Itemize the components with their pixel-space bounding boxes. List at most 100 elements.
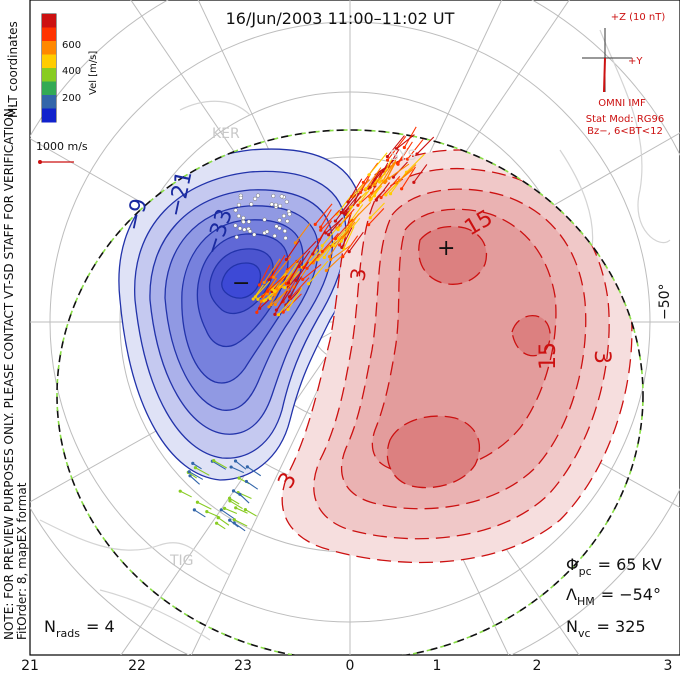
velocity-vector	[258, 264, 271, 286]
velocity-vector	[369, 171, 382, 188]
velocity-vector-origin	[248, 229, 253, 234]
velocity-vector-origin	[241, 219, 246, 224]
velocity-vector	[288, 272, 301, 288]
velocity-vector	[314, 203, 333, 225]
velocity-vector	[229, 497, 240, 505]
velocity-vector	[229, 500, 243, 510]
chart-title: 16/Jun/2003 11:00–11:02 UT	[226, 9, 455, 28]
velocity-vector-origin	[385, 154, 389, 159]
velocity-vector	[323, 240, 336, 258]
velocity-vector-origin	[316, 258, 320, 262]
velocity-vector-origin	[205, 510, 209, 514]
velocity-vector-origin	[271, 193, 276, 198]
velocity-vector	[295, 261, 309, 281]
velocity-vector	[233, 522, 246, 532]
velocity-vector	[194, 509, 206, 518]
velocity-vector-origin	[233, 459, 238, 463]
velocity-vector-origin	[267, 305, 271, 309]
velocity-vector-origin	[327, 255, 332, 259]
velocity-vector-origin	[379, 195, 383, 200]
velocity-vector-origin	[356, 203, 360, 207]
coastlines	[39, 29, 671, 641]
velocity-vector	[285, 287, 302, 306]
velocity-vector-origin	[287, 212, 292, 217]
velocity-vector	[369, 202, 385, 219]
velocity-vector	[388, 148, 400, 167]
velocity-vector	[281, 262, 299, 287]
mlt-tick: 21	[21, 658, 39, 674]
phi-pc-stat: Φpc = 65 kV	[566, 555, 662, 578]
velocity-vector	[233, 490, 243, 497]
velocity-vector-origin	[251, 297, 255, 301]
velocity-vector-origin	[368, 216, 372, 220]
velocity-vector-origin	[305, 266, 309, 270]
velocity-vector	[396, 134, 415, 150]
radar-label: SYS	[390, 148, 416, 164]
velocity-vector-origin	[267, 278, 271, 282]
velocity-vector-origin	[272, 233, 277, 238]
velocity-vector-origin	[265, 229, 270, 234]
velocity-vector	[192, 462, 202, 470]
velocity-vector-origin	[275, 287, 279, 291]
velocity-vector-origin	[394, 147, 399, 151]
velocity-vector	[287, 287, 303, 310]
velocity-vector	[369, 176, 389, 198]
velocity-vector	[386, 135, 405, 157]
velocity-vector-origin	[368, 185, 372, 189]
velocity-vector	[216, 522, 226, 530]
velocity-vector-origin	[333, 219, 337, 223]
mlt-tick: 3	[664, 658, 673, 674]
velocity-vector-origin	[283, 286, 287, 290]
colorbar: 600 400 200 Vel [m/s]	[41, 13, 99, 123]
velocity-vector-origin	[256, 297, 260, 301]
velocity-vector-origin	[273, 302, 277, 307]
n-vc-stat: Nvc = 325	[566, 617, 646, 640]
velocity-vector-origin	[244, 479, 248, 484]
colorbar-tick: 600	[62, 40, 81, 51]
pos-contour-7	[386, 415, 481, 489]
velocity-vector	[379, 158, 393, 183]
velocity-vector	[350, 204, 364, 221]
velocity-vector-origin	[283, 236, 288, 241]
velocity-vector-origin	[245, 465, 249, 469]
velocity-vector-origin	[222, 506, 227, 510]
velocity-vector-origin	[277, 218, 282, 223]
velocity-vector	[235, 507, 248, 514]
mlt-tick: 1	[433, 658, 442, 674]
velocity-vector-origin	[385, 158, 390, 162]
contour-label: 3	[345, 266, 371, 283]
velocity-vector-origin	[388, 192, 393, 196]
velocity-vector-origin	[232, 518, 236, 522]
velocity-vector	[364, 167, 382, 191]
colorbar-swatch	[42, 108, 56, 123]
colorbar-swatch	[42, 54, 56, 69]
velocity-vector-origin	[238, 195, 243, 200]
velocity-vector	[220, 509, 235, 520]
velocity-vector-origin	[256, 193, 261, 198]
velocity-vector-origin	[368, 195, 372, 199]
colorbar-swatch	[42, 95, 56, 109]
velocity-vector-origin	[358, 200, 362, 204]
velocity-vector-origin	[229, 465, 233, 469]
velocity-vector	[301, 248, 319, 268]
velocity-vector	[348, 231, 364, 252]
velocity-vector	[217, 517, 230, 526]
velocity-vector-origin	[233, 208, 238, 213]
velocity-vector	[289, 277, 310, 299]
velocity-vector	[195, 467, 210, 476]
velocity-vector-origin	[285, 219, 290, 224]
pos-contour-5	[418, 225, 488, 285]
velocity-vector-origin	[395, 161, 400, 166]
velocity-vector	[333, 224, 353, 246]
velocity-vector	[188, 471, 204, 480]
velocity-vector-origin	[342, 211, 346, 215]
velocity-vector-origin	[263, 298, 268, 302]
velocity-vector-origin	[234, 506, 238, 510]
velocity-vector	[345, 195, 362, 215]
velocity-vector-origin	[258, 306, 262, 310]
velocity-vector	[407, 139, 424, 160]
velocity-vector-origin	[262, 217, 267, 222]
velocity-vector	[351, 181, 366, 197]
velocity-vector	[278, 299, 292, 316]
velocity-vector-origin	[253, 196, 258, 201]
